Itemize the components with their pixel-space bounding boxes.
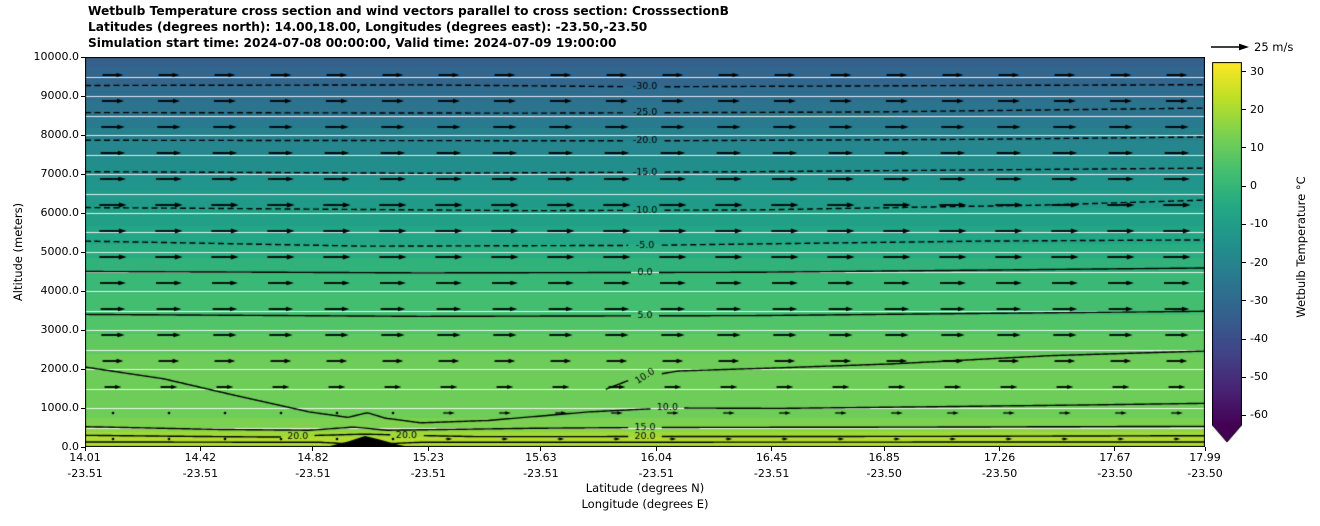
- x-tick-label-lat: 14.01: [69, 451, 101, 464]
- colorbar-tick-mark: [1242, 71, 1246, 73]
- colorbar: [1212, 62, 1242, 443]
- quiver-key-arrow: [1211, 43, 1249, 51]
- x-tick-label-lon: -23.51: [67, 467, 103, 480]
- y-tick-label: 9000.0: [40, 89, 80, 102]
- x-tick-label-lat: 16.04: [640, 451, 673, 464]
- x-axis-label-latitude: Latitude (degrees N): [585, 481, 705, 495]
- x-tick-mark: [199, 447, 201, 451]
- y-tick-label: 7000.0: [40, 167, 80, 180]
- x-tick-mark: [1204, 447, 1206, 451]
- colorbar-tick-mark: [1242, 223, 1246, 225]
- cross-section-plot: [85, 57, 1205, 447]
- x-tick-label-lat: 17.67: [1099, 451, 1131, 464]
- x-tick-label-lon: -23.50: [1097, 467, 1133, 480]
- colorbar-tick-label: -50: [1250, 370, 1268, 384]
- colorbar-tick-label: 30: [1250, 64, 1264, 78]
- x-axis-label-longitude: Longitude (degrees E): [581, 497, 709, 511]
- x-tick-label-lat: 15.63: [525, 451, 557, 464]
- x-tick-mark: [84, 447, 86, 451]
- colorbar-tick-label: -60: [1250, 408, 1268, 422]
- colorbar-tick-label: 10: [1250, 140, 1264, 154]
- y-tick-label: 8000.0: [40, 128, 80, 141]
- x-tick-label-lon: -23.50: [1187, 467, 1223, 480]
- y-tick-label: 2000.0: [40, 362, 80, 375]
- x-tick-label-lat: 17.99: [1189, 451, 1221, 464]
- x-tick-label-lon: -23.51: [753, 467, 790, 480]
- y-tick-label: 0.0: [61, 440, 80, 453]
- plot-title-line2: Latitudes (degrees north): 14.00,18.00, …: [88, 20, 648, 34]
- x-tick-label-lon: -23.51: [410, 467, 447, 480]
- colorbar-tick-mark: [1242, 414, 1246, 416]
- x-tick-mark: [999, 447, 1001, 451]
- colorbar-tick-mark: [1242, 109, 1246, 111]
- x-tick-label-lat: 14.82: [297, 451, 329, 464]
- colorbar-tick-mark: [1242, 376, 1246, 378]
- y-axis-label: Altitude (meters): [11, 202, 25, 302]
- x-tick-mark: [771, 447, 773, 451]
- plot-title-line3: Simulation start time: 2024-07-08 00:00:…: [88, 36, 617, 50]
- x-tick-mark: [883, 447, 885, 451]
- x-tick-label-lon: -23.50: [866, 467, 902, 480]
- colorbar-tick-label: -30: [1250, 293, 1268, 307]
- y-tick-label: 10000.0: [33, 50, 80, 63]
- x-tick-label-lon: -23.50: [981, 467, 1018, 480]
- x-tick-label-lat: 17.26: [983, 451, 1016, 464]
- x-tick-label-lon: -23.51: [523, 467, 559, 480]
- x-tick-label-lon: -23.51: [295, 467, 331, 480]
- x-tick-label-lat: 15.23: [412, 451, 445, 464]
- colorbar-tick-mark: [1242, 262, 1246, 264]
- x-tick-mark: [1114, 447, 1116, 451]
- y-tick-label: 1000.0: [40, 401, 80, 414]
- x-tick-label-lat: 14.42: [184, 451, 217, 464]
- colorbar-tick-label: 0: [1250, 179, 1257, 193]
- colorbar-tick-mark: [1242, 185, 1246, 187]
- colorbar-tick-label: -10: [1250, 217, 1268, 231]
- colorbar-tick-label: -20: [1250, 255, 1268, 269]
- colorbar-tick-mark: [1242, 300, 1246, 302]
- x-tick-mark: [655, 447, 657, 451]
- colorbar-tick-label: 20: [1250, 102, 1264, 116]
- colorbar-label: Wetbulb Temperature °C: [1294, 176, 1308, 318]
- x-tick-mark: [312, 447, 314, 451]
- x-tick-label-lon: -23.51: [638, 467, 674, 480]
- y-tick-label: 3000.0: [40, 323, 80, 336]
- x-tick-mark: [540, 447, 542, 451]
- colorbar-tick-label: -40: [1250, 332, 1268, 346]
- colorbar-tick-mark: [1242, 147, 1246, 149]
- colorbar-tick-mark: [1242, 338, 1246, 340]
- plot-title-line1: Wetbulb Temperature cross section and wi…: [88, 4, 729, 18]
- x-tick-label-lat: 16.85: [868, 451, 900, 464]
- x-tick-label-lat: 16.45: [755, 451, 788, 464]
- x-tick-label-lon: -23.51: [182, 467, 219, 480]
- x-tick-mark: [427, 447, 429, 451]
- quiver-key-label: 25 m/s: [1254, 40, 1294, 54]
